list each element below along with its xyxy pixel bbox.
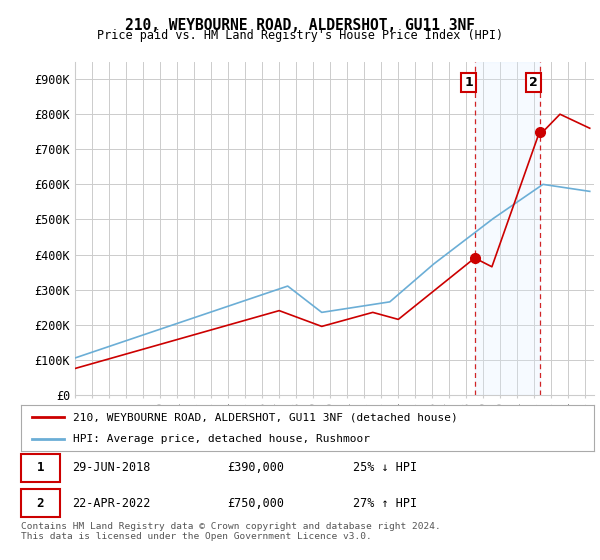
Text: 2: 2	[529, 76, 538, 89]
Text: Price paid vs. HM Land Registry's House Price Index (HPI): Price paid vs. HM Land Registry's House …	[97, 29, 503, 42]
Text: £750,000: £750,000	[227, 497, 284, 510]
Text: 1: 1	[464, 76, 473, 89]
Text: 210, WEYBOURNE ROAD, ALDERSHOT, GU11 3NF: 210, WEYBOURNE ROAD, ALDERSHOT, GU11 3NF	[125, 18, 475, 33]
FancyBboxPatch shape	[21, 489, 60, 517]
Text: £390,000: £390,000	[227, 461, 284, 474]
Text: 29-JUN-2018: 29-JUN-2018	[73, 461, 151, 474]
Text: 1: 1	[37, 461, 44, 474]
Text: 210, WEYBOURNE ROAD, ALDERSHOT, GU11 3NF (detached house): 210, WEYBOURNE ROAD, ALDERSHOT, GU11 3NF…	[73, 412, 457, 422]
Bar	[475, 62, 539, 395]
Text: 22-APR-2022: 22-APR-2022	[73, 497, 151, 510]
FancyBboxPatch shape	[21, 454, 60, 482]
Text: 2: 2	[37, 497, 44, 510]
Text: 27% ↑ HPI: 27% ↑ HPI	[353, 497, 418, 510]
Text: 25% ↓ HPI: 25% ↓ HPI	[353, 461, 418, 474]
Text: Contains HM Land Registry data © Crown copyright and database right 2024.
This d: Contains HM Land Registry data © Crown c…	[21, 522, 441, 542]
Text: HPI: Average price, detached house, Rushmoor: HPI: Average price, detached house, Rush…	[73, 435, 370, 444]
